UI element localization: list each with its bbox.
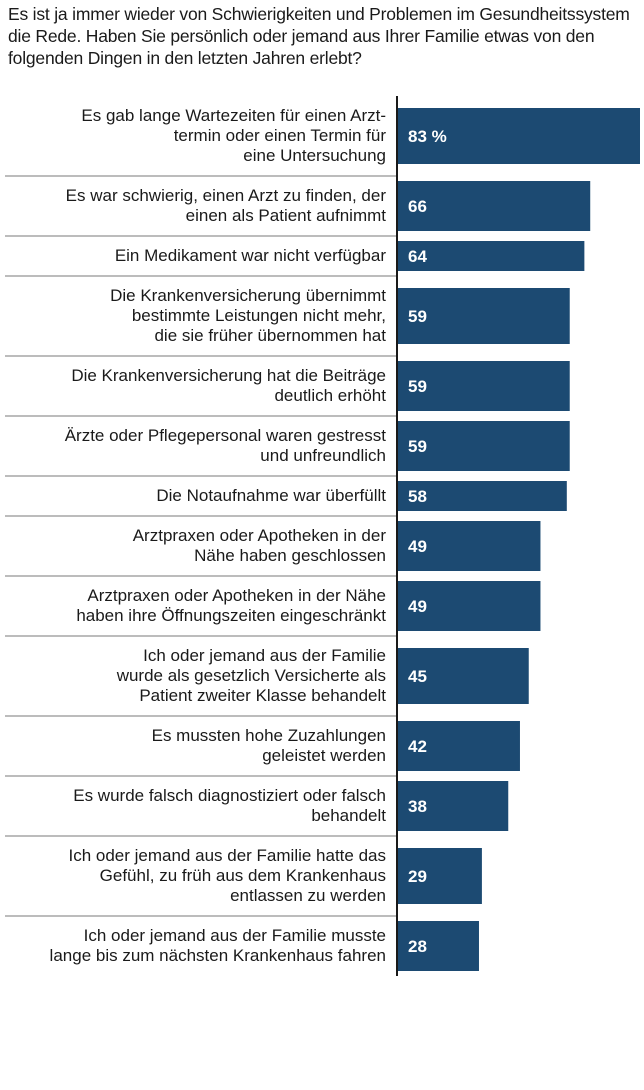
category-label: Arztpraxen oder Apotheken in der Nähe xyxy=(87,586,386,605)
category-label: Ich oder jemand aus der Familie xyxy=(143,646,386,665)
bar xyxy=(397,581,541,631)
category-label: Ich oder jemand aus der Familie hatte da… xyxy=(68,846,386,865)
bar xyxy=(397,721,520,771)
bar-value-label: 59 xyxy=(408,307,427,326)
bar xyxy=(397,181,591,231)
bar xyxy=(397,481,567,511)
bar xyxy=(397,241,585,271)
bar-value-label: 59 xyxy=(408,377,427,396)
category-label: Ich oder jemand aus der Familie musste xyxy=(84,926,386,945)
category-label: Die Notaufnahme war überfüllt xyxy=(156,486,386,505)
bar-value-label: 28 xyxy=(408,937,427,956)
bar xyxy=(397,108,640,164)
bar xyxy=(397,421,570,471)
page-title: Es ist ja immer wieder von Schwierigkeit… xyxy=(8,4,630,68)
bar xyxy=(397,288,570,344)
bar-value-label: 83 % xyxy=(408,127,447,146)
bar-value-label: 66 xyxy=(408,197,427,216)
category-label: entlassen zu werden xyxy=(230,886,386,905)
category-label: eine Untersuchung xyxy=(243,146,386,165)
category-label: Die Krankenversicherung hat die Beiträge xyxy=(71,366,386,385)
category-label: Es wurde falsch diagnostiziert oder fals… xyxy=(73,786,386,805)
category-label: Ärzte oder Pflegepersonal waren gestress… xyxy=(65,426,387,445)
category-label: Gefühl, zu früh aus dem Krankenhaus xyxy=(100,866,386,885)
category-label: Patient zweiter Klasse behandelt xyxy=(139,686,386,705)
bar-value-label: 29 xyxy=(408,867,427,886)
category-label: wurde als gesetzlich Versicherte als xyxy=(116,666,386,685)
category-label: Die Krankenversicherung übernimmt xyxy=(110,286,386,305)
bar-value-label: 49 xyxy=(408,537,427,556)
bar xyxy=(397,921,479,971)
bar xyxy=(397,648,529,704)
bar-value-label: 49 xyxy=(408,597,427,616)
category-label: behandelt xyxy=(311,806,386,825)
category-label: lange bis zum nächsten Krankenhaus fahre… xyxy=(50,946,386,965)
category-label: termin oder einen Termin für xyxy=(174,126,387,145)
bar-value-label: 45 xyxy=(408,667,427,686)
category-label: deutlich erhöht xyxy=(274,386,386,405)
category-label: die sie früher übernommen hat xyxy=(154,326,386,345)
bar-value-label: 59 xyxy=(408,437,427,456)
category-label: Es war schwierig, einen Arzt zu finden, … xyxy=(66,186,387,205)
bar-value-label: 58 xyxy=(408,487,427,506)
category-label: geleistet werden xyxy=(262,746,386,765)
category-label: haben ihre Öffnungszeiten eingeschränkt xyxy=(76,606,386,625)
category-label: Es gab lange Wartezeiten für einen Arzt- xyxy=(81,106,386,125)
bar-value-label: 38 xyxy=(408,797,427,816)
category-label: Nähe haben geschlossen xyxy=(194,546,386,565)
category-label: Ein Medikament war nicht verfügbar xyxy=(115,246,387,265)
category-label: und unfreundlich xyxy=(260,446,386,465)
bar-value-label: 42 xyxy=(408,737,427,756)
category-label: Arztpraxen oder Apotheken in der xyxy=(133,526,387,545)
bar-value-label: 64 xyxy=(408,247,427,266)
bar xyxy=(397,781,509,831)
category-label: bestimmte Leistungen nicht mehr, xyxy=(132,306,386,325)
bar xyxy=(397,521,541,571)
category-label: einen als Patient aufnimmt xyxy=(186,206,387,225)
category-label: Es mussten hohe Zuzahlungen xyxy=(152,726,386,745)
bar xyxy=(397,361,570,411)
bar xyxy=(397,848,482,904)
